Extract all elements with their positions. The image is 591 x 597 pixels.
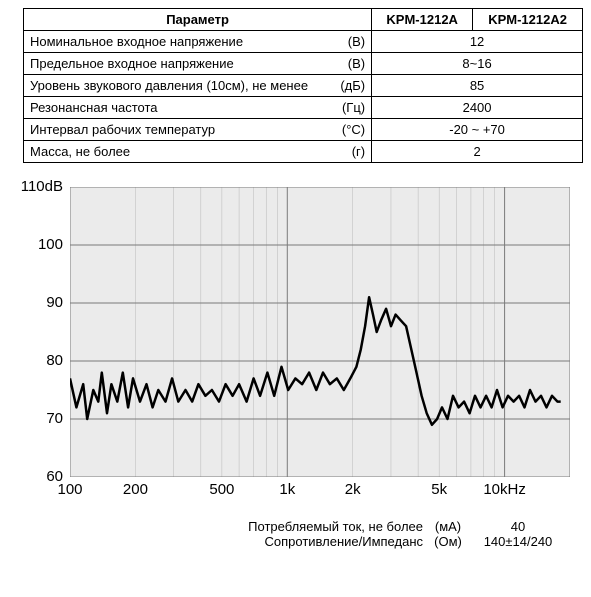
param-unit: (дБ) [340, 78, 365, 93]
footer-value: 140±14/240 [473, 534, 563, 549]
value-cell: 2 [372, 141, 583, 163]
param-unit: (°C) [342, 122, 365, 137]
value-cell: 2400 [372, 97, 583, 119]
param-unit: (Гц) [342, 100, 365, 115]
value-cell: 12 [372, 31, 583, 53]
y-tick-label: 90 [18, 294, 63, 311]
param-unit: (г) [352, 144, 365, 159]
y-tick-label: 100 [18, 236, 63, 253]
spec-table: Параметр KPM-1212A KPM-1212A2 Номинально… [23, 8, 583, 163]
param-label: Предельное входное напряжение [30, 56, 234, 71]
footer-unit: (Ом) [423, 534, 473, 549]
param-label: Номинальное входное напряжение [30, 34, 243, 49]
frequency-response-chart: 60 70 80 90 100 110dB 100 200 500 1k 2k 5k 10kHz [18, 181, 578, 511]
param-cell: Интервал рабочих температур (°C) [24, 119, 372, 141]
footer-specs: Потребляемый ток, не более(мА)40Сопротив… [8, 519, 583, 549]
y-tick-label: 70 [18, 410, 63, 427]
th-col1: KPM-1212A [372, 9, 473, 31]
y-tick-label: 60 [18, 468, 63, 485]
table-row: Интервал рабочих температур (°C) -20 ~ +70 [24, 119, 583, 141]
param-label: Резонансная частота [30, 100, 158, 115]
value-cell: -20 ~ +70 [372, 119, 583, 141]
value-cell: 8~16 [372, 53, 583, 75]
x-tick-label: 5k [431, 481, 447, 498]
table-row: Уровень звукового давления (10см), не ме… [24, 75, 583, 97]
footer-label: Сопротивление/Импеданс [264, 534, 423, 549]
th-col2: KPM-1212A2 [473, 9, 583, 31]
chart-svg [70, 187, 570, 477]
param-cell: Масса, не более (г) [24, 141, 372, 163]
param-cell: Уровень звукового давления (10см), не ме… [24, 75, 372, 97]
param-label: Уровень звукового давления (10см), не ме… [30, 78, 308, 93]
value-cell: 85 [372, 75, 583, 97]
param-cell: Предельное входное напряжение (В) [24, 53, 372, 75]
table-row: Резонансная частота (Гц) 2400 [24, 97, 583, 119]
param-label: Масса, не более [30, 144, 130, 159]
x-tick-label: 500 [209, 481, 234, 498]
y-tick-label: 80 [18, 352, 63, 369]
footer-row: Сопротивление/Импеданс(Ом)140±14/240 [8, 534, 583, 549]
footer-label: Потребляемый ток, не более [248, 519, 423, 534]
param-cell: Номинальное входное напряжение (В) [24, 31, 372, 53]
x-tick-label: 100 [57, 481, 82, 498]
th-param: Параметр [24, 9, 372, 31]
x-tick-label: 200 [123, 481, 148, 498]
footer-value: 40 [473, 519, 563, 534]
x-tick-label: 2k [345, 481, 361, 498]
table-row: Предельное входное напряжение (В) 8~16 [24, 53, 583, 75]
param-cell: Резонансная частота (Гц) [24, 97, 372, 119]
param-unit: (В) [348, 56, 365, 71]
param-label: Интервал рабочих температур [30, 122, 215, 137]
param-unit: (В) [348, 34, 365, 49]
x-tick-label: 1k [279, 481, 295, 498]
table-row: Масса, не более (г) 2 [24, 141, 583, 163]
footer-row: Потребляемый ток, не более(мА)40 [8, 519, 583, 534]
x-tick-label: 10kHz [483, 481, 526, 498]
table-row: Номинальное входное напряжение (В) 12 [24, 31, 583, 53]
footer-unit: (мА) [423, 519, 473, 534]
y-tick-label: 110dB [18, 178, 63, 195]
chart-plot-area [70, 187, 570, 477]
